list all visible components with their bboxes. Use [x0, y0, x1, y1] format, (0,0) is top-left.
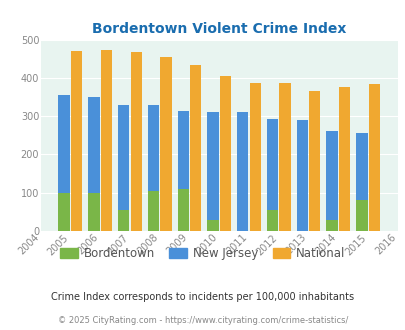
- Bar: [237, 112, 248, 231]
- Bar: [266, 119, 277, 231]
- Bar: [147, 191, 159, 231]
- Bar: [266, 210, 277, 231]
- Legend: Bordentown, New Jersey, National: Bordentown, New Jersey, National: [55, 242, 350, 265]
- Bar: [279, 83, 290, 231]
- Bar: [160, 57, 171, 231]
- Bar: [249, 83, 260, 231]
- Bar: [88, 193, 99, 231]
- Bar: [58, 95, 70, 231]
- Bar: [177, 111, 188, 231]
- Text: Crime Index corresponds to incidents per 100,000 inhabitants: Crime Index corresponds to incidents per…: [51, 292, 354, 302]
- Bar: [190, 65, 201, 231]
- Bar: [207, 112, 218, 231]
- Bar: [100, 50, 112, 231]
- Bar: [147, 105, 159, 231]
- Bar: [130, 52, 141, 231]
- Bar: [71, 51, 82, 231]
- Text: © 2025 CityRating.com - https://www.cityrating.com/crime-statistics/: © 2025 CityRating.com - https://www.city…: [58, 316, 347, 325]
- Bar: [355, 200, 367, 231]
- Bar: [355, 133, 367, 231]
- Bar: [326, 219, 337, 231]
- Bar: [296, 120, 307, 231]
- Bar: [58, 193, 70, 231]
- Bar: [338, 87, 350, 231]
- Bar: [177, 189, 188, 231]
- Bar: [219, 76, 230, 231]
- Bar: [326, 131, 337, 231]
- Bar: [207, 219, 218, 231]
- Bar: [118, 105, 129, 231]
- Bar: [88, 97, 99, 231]
- Bar: [118, 210, 129, 231]
- Bar: [368, 84, 379, 231]
- Title: Bordentown Violent Crime Index: Bordentown Violent Crime Index: [92, 22, 345, 36]
- Bar: [308, 90, 320, 231]
